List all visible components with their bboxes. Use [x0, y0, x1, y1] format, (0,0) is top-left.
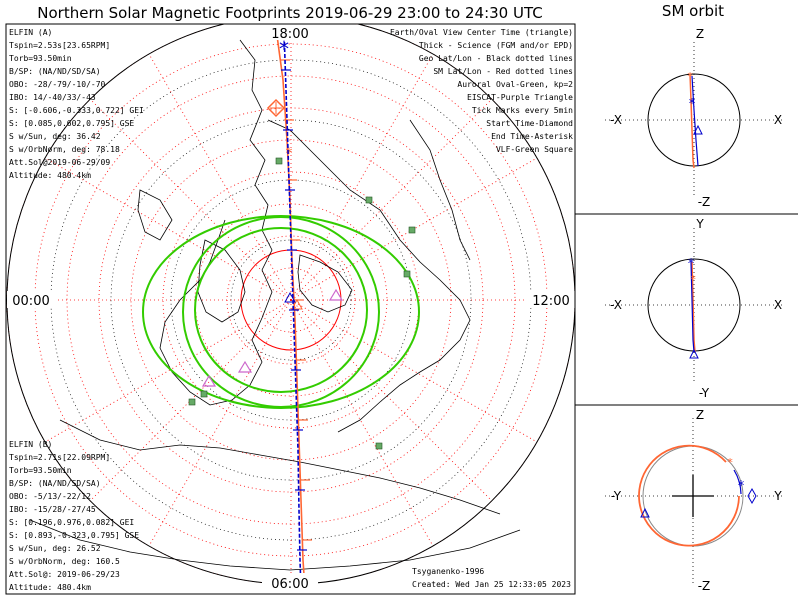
legend-item: Start Time-Diamond	[486, 119, 573, 128]
elfin-b-tick-marks	[280, 59, 312, 541]
axis-label: Y	[695, 217, 704, 231]
axis-label: Y	[773, 489, 782, 503]
svg-text:*: *	[727, 456, 734, 469]
legend-item: Earth/Oval View Center Time (triangle)	[390, 28, 573, 37]
axis-label: X	[774, 298, 782, 312]
elfin-b-line: Tspin=2.71s[22.09RPM]	[9, 453, 110, 462]
elfin-b-track: *	[266, 27, 312, 591]
axis-label: X	[774, 113, 782, 127]
elfin-b-line: IBO: -15/28/-27/45	[9, 505, 96, 514]
elfin-a-line: Altitude: 480.4km	[9, 171, 91, 180]
time-label-right: 12:00	[532, 294, 569, 309]
axis-label: Z	[696, 27, 704, 41]
elfin-a-line: Torb=93.50min	[9, 54, 72, 63]
elfin-a-title: ELFIN (A)	[9, 28, 52, 37]
axis-label: -X	[610, 113, 622, 127]
elfin-a-start-asterisk-icon: *	[278, 37, 290, 61]
legend-item: Thick - Science (FGM and/or EPD)	[419, 41, 573, 50]
model-credit: Tsyganenko-1996	[412, 567, 484, 576]
axis-label: -Z	[698, 195, 711, 209]
time-label-left: 00:00	[12, 294, 49, 309]
elfin-a-line: S w/Sun, deg: 36.42	[9, 132, 101, 141]
svg-text:*: *	[687, 257, 695, 272]
coastlines	[29, 39, 521, 571]
polar-map: * *	[6, 24, 575, 591]
elfin-b-line: S: [0.893,-0.323,0.795] GSE	[9, 531, 139, 540]
svg-text:*: *	[737, 479, 745, 494]
legend-item: End Time-Asterisk	[491, 132, 573, 141]
legend-item: VLF-Green Square	[496, 145, 573, 154]
elfin-a-line: Att.Sol@2019-06-29/09	[9, 158, 110, 167]
elfin-a-line: IBO: 14/-40/33/-43	[9, 93, 96, 102]
elfin-b-line: OBO: -5/13/-22/12	[9, 492, 91, 501]
time-label-bottom: 06:00	[271, 577, 308, 592]
orbit-panel-yz: Z -Z -Y Y * *	[605, 408, 783, 593]
orbit-panel-xy: Y -Y -X X * *	[605, 217, 783, 400]
elfin-b-line: Torb=93.50min	[9, 466, 72, 475]
orbit-title: SM orbit	[662, 2, 724, 20]
time-label-top: 18:00	[271, 27, 308, 42]
elfin-a-line: S: [0.085,0.602,0.795] GSE	[9, 119, 134, 128]
axis-label: -Y	[611, 489, 622, 503]
created-timestamp: Created: Wed Jan 25 12:33:05 2023	[412, 580, 571, 589]
elfin-a-line: B/SP: (NA/ND/SD/SA)	[9, 67, 101, 76]
elfin-a-line: OBO: -28/-79/-10/-70	[9, 80, 106, 89]
elfin-b-line: S w/Sun, deg: 26.52	[9, 544, 101, 553]
orbit-panel-xz: Z -Z -X X * *	[605, 27, 783, 209]
elfin-a-line: S w/OrbNorm, deg: 78.18	[9, 145, 120, 154]
elfin-b-end-asterisk-icon: *	[285, 146, 293, 162]
elfin-a-info: ELFIN (A) Tspin=2.53s[23.65RPM] Torb=93.…	[9, 28, 144, 180]
elfin-b-line: B/SP: (NA/ND/SD/SA)	[9, 479, 101, 488]
elfin-a-center-triangle-icon	[284, 291, 296, 303]
sm-latlon-grid	[6, 24, 575, 585]
elfin-b-info: ELFIN (B) Tspin=2.71s[22.09RPM] Torb=93.…	[9, 440, 139, 592]
axis-label: Z	[696, 408, 704, 422]
elfin-a-line: S: [-0.606,-0.333,0.722] GEI	[9, 106, 144, 115]
svg-text:*: *	[690, 273, 697, 286]
svg-text:*: *	[687, 70, 694, 83]
legend-item: Auroral Oval-Green, kp=2	[457, 80, 573, 89]
elfin-b-line: S: [0.196,0.976,0.082] GEI	[9, 518, 134, 527]
legend-item: Geo Lat/Lon - Black dotted lines	[419, 54, 573, 63]
legend-item: SM Lat/Lon - Red dotted lines	[433, 67, 573, 76]
elfin-b-line: S w/OrbNorm, deg: 160.5	[9, 557, 120, 566]
auroral-oval	[142, 215, 420, 409]
axis-label: -Z	[698, 579, 711, 593]
elfin-b-center-triangle-icon	[291, 298, 303, 310]
eiscat-markers	[201, 288, 344, 387]
elfin-b-line: Altitude: 480.4km	[9, 583, 91, 592]
elfin-a-tick-marks	[281, 69, 307, 551]
legend-item: Tick Marks every 5min	[472, 106, 573, 115]
vlf-station-markers	[188, 157, 416, 450]
elfin-a-track: *	[278, 29, 307, 591]
svg-text:*: *	[688, 97, 696, 112]
legend: Earth/Oval View Center Time (triangle) T…	[390, 28, 573, 154]
legend-item: EISCAT-Purple Triangle	[467, 93, 573, 102]
elfin-b-title: ELFIN (B)	[9, 440, 52, 449]
axis-label: -Y	[699, 386, 710, 400]
elfin-b-start-diamond	[266, 98, 286, 118]
axis-label: -X	[610, 298, 622, 312]
elfin-b-line: Att.Sol@: 2019-06-29/23	[9, 570, 120, 579]
figure-title: Northern Solar Magnetic Footprints 2019-…	[37, 4, 542, 22]
orbit-panels: Z -Z -X X * * Y -Y -X X * *	[574, 24, 798, 594]
elfin-a-line: Tspin=2.53s[23.65RPM]	[9, 41, 110, 50]
